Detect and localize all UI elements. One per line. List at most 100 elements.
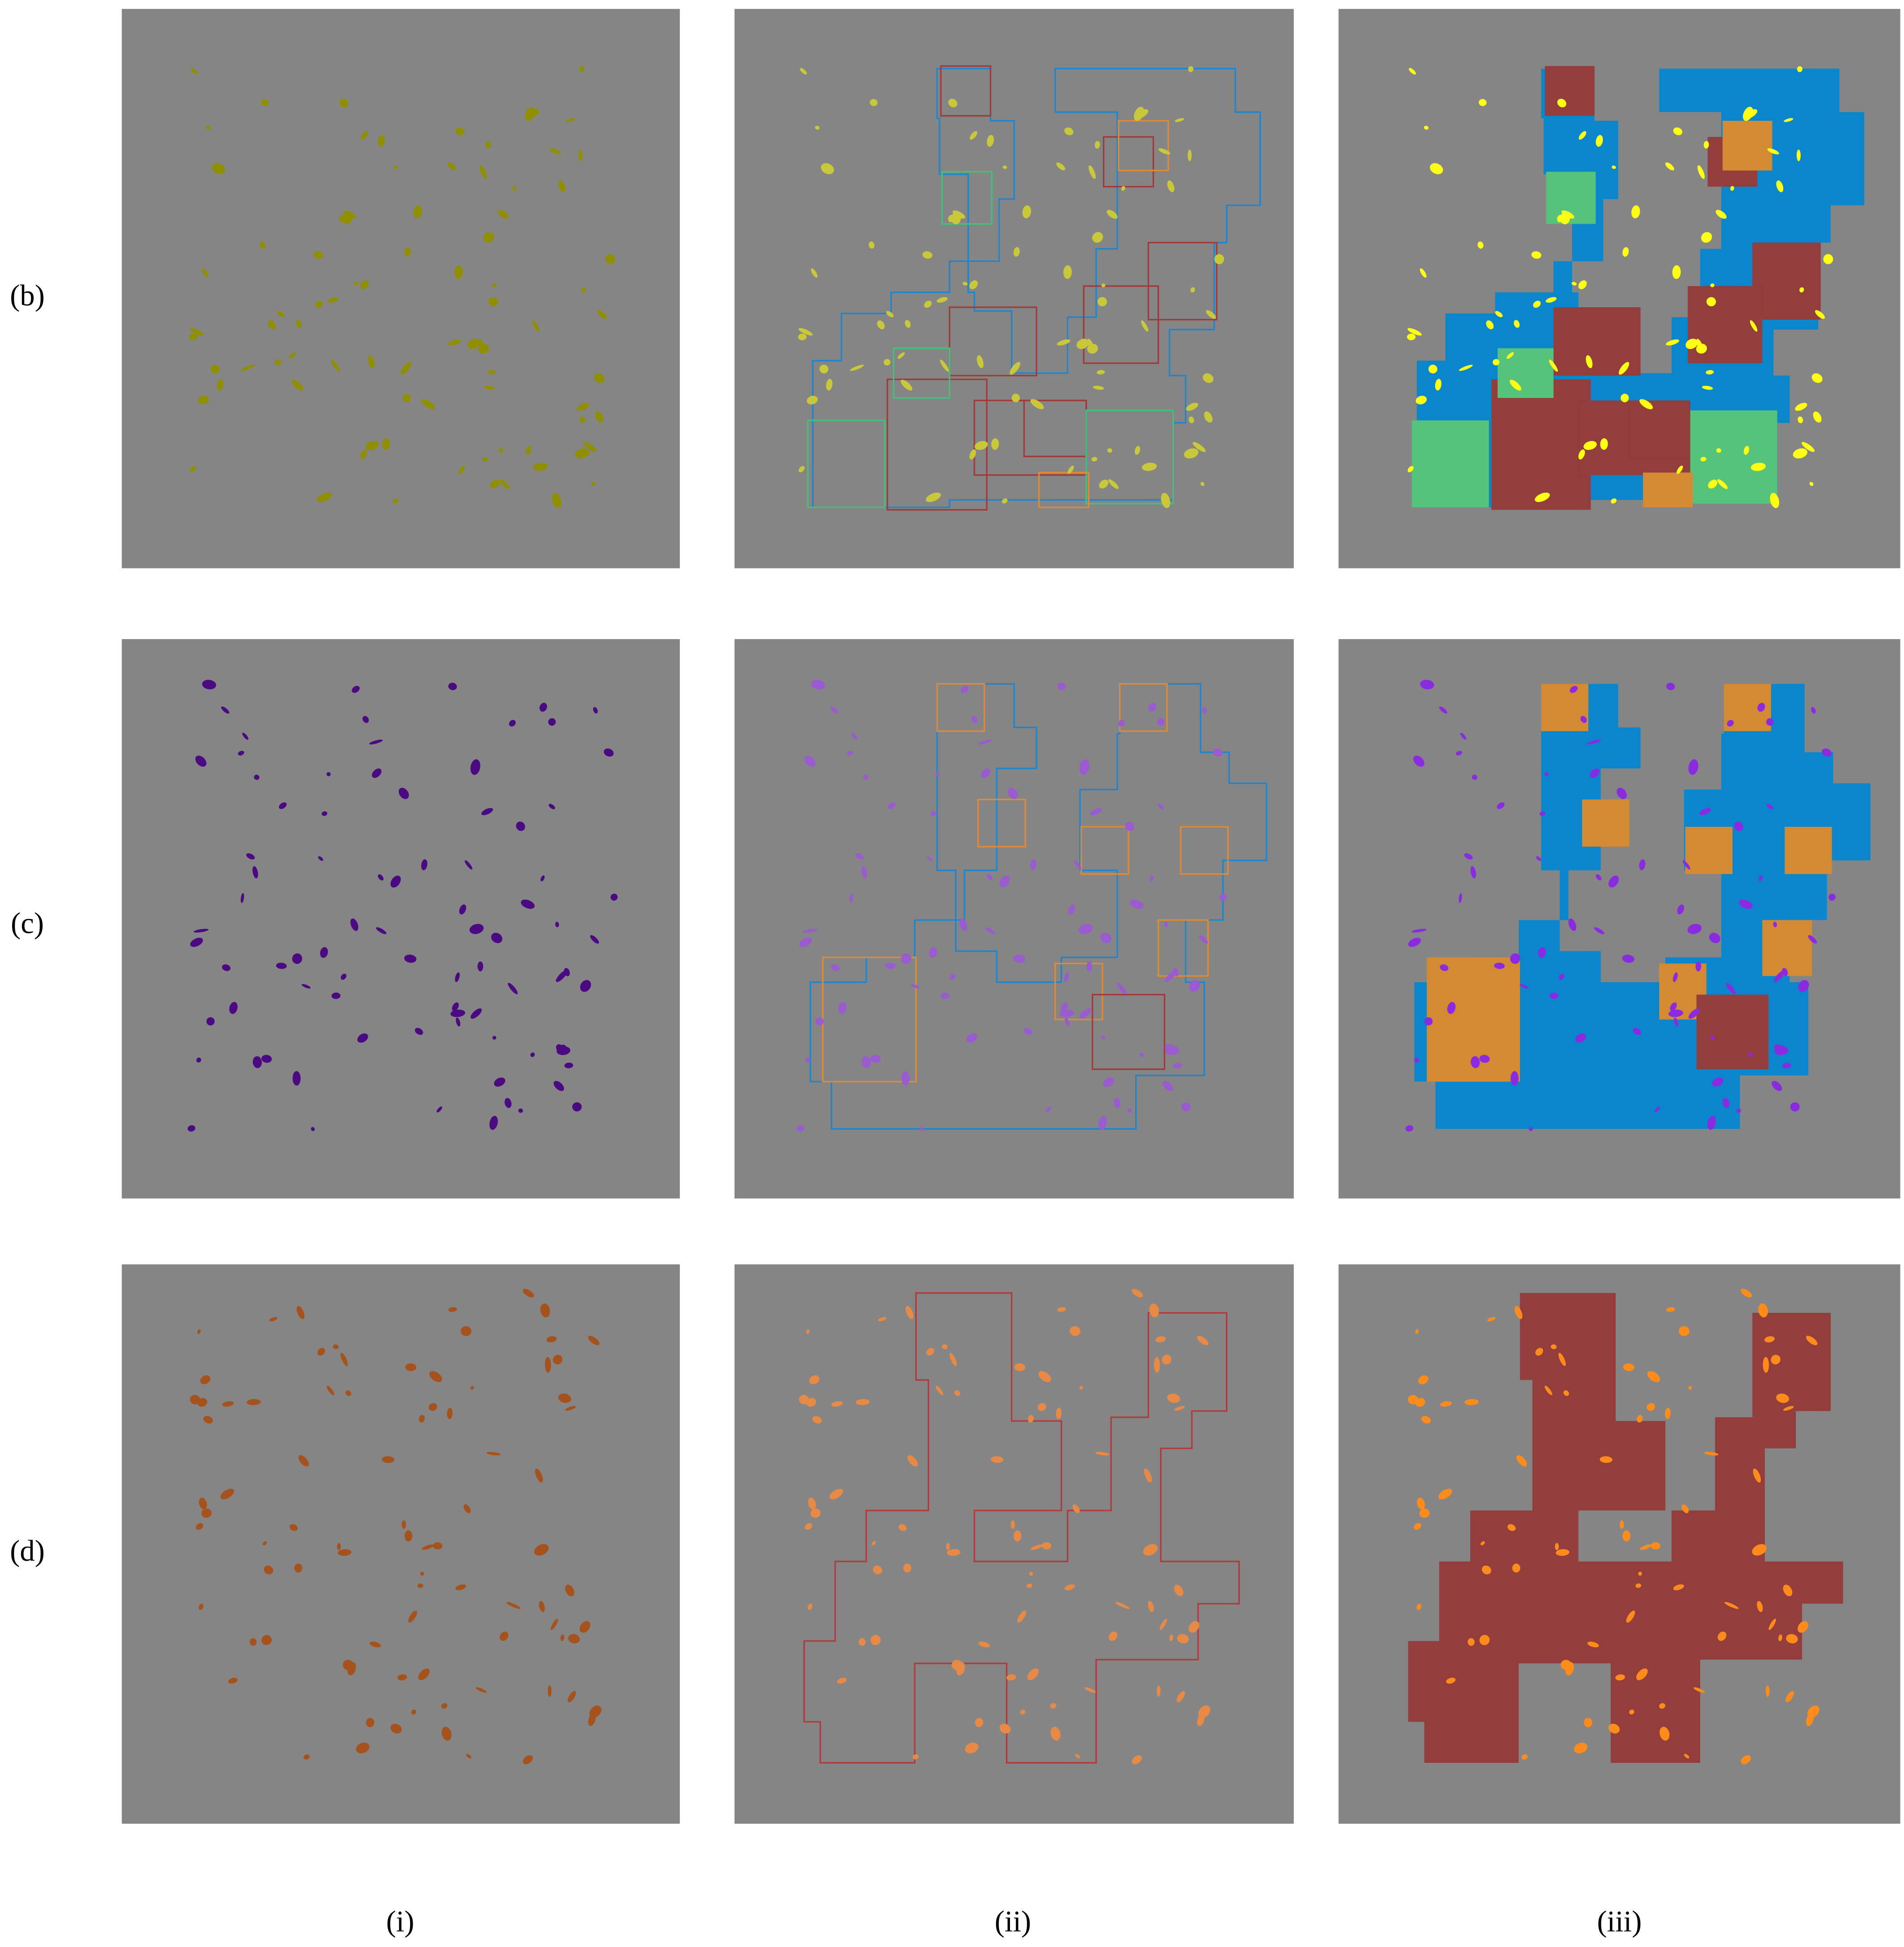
blob xyxy=(455,972,460,982)
blob xyxy=(1092,232,1103,243)
blob xyxy=(404,954,417,963)
blob xyxy=(987,874,993,881)
blob xyxy=(1783,1406,1794,1411)
blob xyxy=(1611,498,1617,504)
blob xyxy=(1459,365,1473,371)
column-label: (ii) xyxy=(995,1905,1031,1938)
region-outline xyxy=(1119,683,1168,732)
blob xyxy=(940,359,949,372)
blob xyxy=(340,973,347,980)
blob xyxy=(1718,1631,1727,1641)
blob xyxy=(806,1398,816,1407)
blob xyxy=(1472,774,1477,780)
blob xyxy=(518,1108,523,1113)
blob xyxy=(274,359,282,366)
blob xyxy=(1418,1375,1428,1384)
blob xyxy=(810,1508,821,1518)
blob xyxy=(470,1386,474,1390)
blob xyxy=(1545,297,1557,303)
blob xyxy=(441,1703,448,1709)
blob xyxy=(404,247,411,257)
blob xyxy=(1486,320,1494,330)
blob xyxy=(455,127,465,136)
blob xyxy=(458,465,465,474)
blob xyxy=(558,180,566,192)
blob xyxy=(802,928,818,933)
blob xyxy=(1823,254,1833,265)
blob xyxy=(401,362,411,375)
blob xyxy=(1159,1619,1167,1630)
region xyxy=(1685,826,1733,874)
blob xyxy=(1758,1303,1768,1318)
blob xyxy=(1149,1303,1159,1318)
blob xyxy=(262,1541,267,1545)
blob xyxy=(1103,1077,1115,1087)
blob xyxy=(241,365,255,371)
blob xyxy=(291,380,304,391)
blob xyxy=(1064,127,1074,136)
blob xyxy=(936,297,948,303)
blob xyxy=(1072,1504,1080,1514)
blob xyxy=(1811,373,1823,383)
blob xyxy=(594,373,605,383)
blob xyxy=(805,1057,811,1063)
blob xyxy=(1684,1753,1689,1759)
blob xyxy=(202,268,209,278)
blob xyxy=(1587,739,1601,745)
blob xyxy=(489,1116,498,1130)
blob xyxy=(595,411,604,423)
blob xyxy=(553,1081,564,1091)
blob xyxy=(1673,972,1678,982)
blob xyxy=(447,1408,453,1419)
blob xyxy=(1214,254,1224,265)
blob xyxy=(203,1416,213,1424)
blob xyxy=(1091,457,1097,462)
blob xyxy=(1636,1668,1648,1680)
blob xyxy=(978,739,992,745)
blob xyxy=(1611,165,1616,169)
blob xyxy=(1688,759,1698,775)
blob xyxy=(927,856,932,861)
blob xyxy=(1549,992,1559,999)
blob xyxy=(1687,924,1702,934)
blob xyxy=(1219,893,1227,901)
blob xyxy=(1730,186,1734,191)
blob xyxy=(1799,287,1804,293)
blob xyxy=(991,1456,1004,1463)
blob xyxy=(1695,961,1701,971)
blob xyxy=(1149,875,1154,882)
blob xyxy=(288,352,296,359)
blob xyxy=(1076,339,1089,349)
blob xyxy=(1701,232,1712,243)
blob xyxy=(947,1549,961,1556)
blob xyxy=(942,1344,948,1349)
blob xyxy=(1673,1584,1684,1590)
blob xyxy=(491,932,502,943)
blob xyxy=(560,1634,564,1642)
blob xyxy=(1573,1742,1587,1753)
blob xyxy=(978,1642,990,1647)
blob xyxy=(1190,287,1195,293)
blob xyxy=(855,1399,870,1405)
blob xyxy=(1022,205,1031,219)
blob xyxy=(1125,821,1134,831)
blob xyxy=(898,1524,907,1531)
blob xyxy=(469,924,484,934)
blob xyxy=(1108,1631,1118,1641)
blob xyxy=(1460,733,1467,740)
blob xyxy=(1615,1674,1625,1681)
blob xyxy=(246,853,255,860)
blob xyxy=(888,802,896,809)
blob xyxy=(1666,339,1679,346)
blob xyxy=(1030,859,1036,870)
blob xyxy=(1430,163,1443,174)
blob xyxy=(1030,399,1044,410)
blob xyxy=(1481,1565,1491,1575)
blob xyxy=(1771,1355,1781,1364)
blob xyxy=(1013,247,1020,257)
blob xyxy=(533,463,548,471)
blob xyxy=(269,1317,278,1321)
blob xyxy=(1569,685,1578,693)
blob xyxy=(1793,448,1807,459)
blob xyxy=(1727,720,1734,727)
